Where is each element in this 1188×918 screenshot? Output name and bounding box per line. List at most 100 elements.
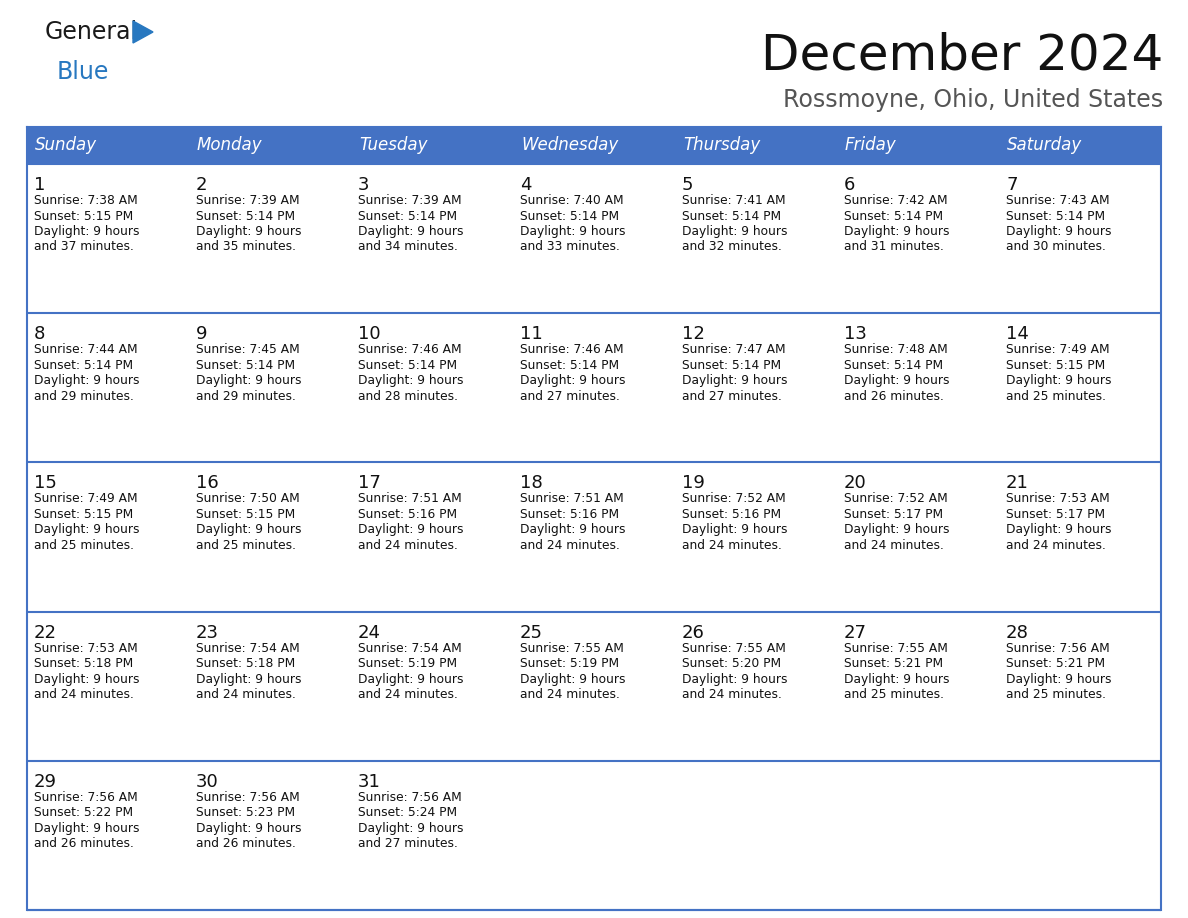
Text: and 29 minutes.: and 29 minutes. [196,390,296,403]
Text: Sunset: 5:20 PM: Sunset: 5:20 PM [682,657,782,670]
Text: and 25 minutes.: and 25 minutes. [843,688,944,701]
Text: Daylight: 9 hours: Daylight: 9 hours [843,673,949,686]
Bar [513,313,675,463]
Text: Daylight: 9 hours: Daylight: 9 hours [682,375,788,387]
Text: Daylight: 9 hours: Daylight: 9 hours [682,523,788,536]
Bar [189,761,350,910]
Text: and 24 minutes.: and 24 minutes. [34,688,134,701]
Text: Sunset: 5:21 PM: Sunset: 5:21 PM [1006,657,1105,670]
Bar [838,761,999,910]
Bar [27,313,189,463]
Text: and 24 minutes.: and 24 minutes. [520,539,620,552]
Bar [999,313,1161,463]
Bar [27,127,1161,164]
Text: Daylight: 9 hours: Daylight: 9 hours [34,375,139,387]
Text: and 30 minutes.: and 30 minutes. [1006,241,1106,253]
Text: 29: 29 [34,773,57,790]
Text: Daylight: 9 hours: Daylight: 9 hours [196,375,302,387]
Text: Sunset: 5:23 PM: Sunset: 5:23 PM [196,806,295,819]
Text: Sunrise: 7:54 AM: Sunrise: 7:54 AM [358,642,462,655]
Bar [999,463,1161,611]
Text: Sunrise: 7:42 AM: Sunrise: 7:42 AM [843,194,948,207]
Text: 6: 6 [843,176,855,194]
Text: Daylight: 9 hours: Daylight: 9 hours [196,822,302,834]
Text: 23: 23 [196,623,219,642]
Text: Sunset: 5:24 PM: Sunset: 5:24 PM [358,806,457,819]
Text: Daylight: 9 hours: Daylight: 9 hours [358,375,463,387]
Text: Daylight: 9 hours: Daylight: 9 hours [843,523,949,536]
Text: 17: 17 [358,475,381,492]
Text: Sunset: 5:14 PM: Sunset: 5:14 PM [520,209,619,222]
Text: Sunset: 5:14 PM: Sunset: 5:14 PM [34,359,133,372]
Text: Sunset: 5:14 PM: Sunset: 5:14 PM [843,359,943,372]
Text: Sunset: 5:18 PM: Sunset: 5:18 PM [34,657,133,670]
Polygon shape [133,21,153,43]
Text: and 28 minutes.: and 28 minutes. [358,390,459,403]
Bar [999,164,1161,313]
Text: and 37 minutes.: and 37 minutes. [34,241,134,253]
Text: Tuesday: Tuesday [359,137,428,154]
Text: Sunrise: 7:49 AM: Sunrise: 7:49 AM [34,492,138,506]
Text: and 35 minutes.: and 35 minutes. [196,241,296,253]
Text: Sunrise: 7:49 AM: Sunrise: 7:49 AM [1006,343,1110,356]
Text: 16: 16 [196,475,219,492]
Text: Sunrise: 7:55 AM: Sunrise: 7:55 AM [520,642,624,655]
Text: Sunset: 5:15 PM: Sunset: 5:15 PM [34,209,133,222]
Text: 25: 25 [520,623,543,642]
Text: and 29 minutes.: and 29 minutes. [34,390,134,403]
Text: Monday: Monday [197,137,263,154]
Text: Sunrise: 7:48 AM: Sunrise: 7:48 AM [843,343,948,356]
Text: Daylight: 9 hours: Daylight: 9 hours [34,225,139,238]
Text: Sunset: 5:14 PM: Sunset: 5:14 PM [520,359,619,372]
Text: and 34 minutes.: and 34 minutes. [358,241,457,253]
Text: Sunset: 5:14 PM: Sunset: 5:14 PM [196,209,295,222]
Text: Sunrise: 7:56 AM: Sunrise: 7:56 AM [34,790,138,804]
Bar [838,611,999,761]
Text: Sunset: 5:22 PM: Sunset: 5:22 PM [34,806,133,819]
Text: Sunrise: 7:55 AM: Sunrise: 7:55 AM [682,642,786,655]
Text: Sunset: 5:19 PM: Sunset: 5:19 PM [358,657,457,670]
Text: Sunset: 5:15 PM: Sunset: 5:15 PM [34,508,133,521]
Text: 26: 26 [682,623,704,642]
Bar [838,463,999,611]
Text: and 24 minutes.: and 24 minutes. [1006,539,1106,552]
Text: Sunset: 5:21 PM: Sunset: 5:21 PM [843,657,943,670]
Text: 2: 2 [196,176,208,194]
Text: 8: 8 [34,325,45,343]
Text: 31: 31 [358,773,381,790]
Text: and 24 minutes.: and 24 minutes. [520,688,620,701]
Text: and 27 minutes.: and 27 minutes. [682,390,782,403]
Text: Sunday: Sunday [34,137,97,154]
Text: 20: 20 [843,475,867,492]
Bar [999,611,1161,761]
Text: Sunrise: 7:51 AM: Sunrise: 7:51 AM [358,492,462,506]
Text: Sunrise: 7:51 AM: Sunrise: 7:51 AM [520,492,624,506]
Text: and 26 minutes.: and 26 minutes. [843,390,944,403]
Text: and 27 minutes.: and 27 minutes. [358,837,457,850]
Text: 21: 21 [1006,475,1029,492]
Text: Sunrise: 7:53 AM: Sunrise: 7:53 AM [34,642,138,655]
Text: General: General [45,20,138,44]
Text: Daylight: 9 hours: Daylight: 9 hours [843,375,949,387]
Text: Sunset: 5:14 PM: Sunset: 5:14 PM [358,209,457,222]
Text: Daylight: 9 hours: Daylight: 9 hours [1006,225,1112,238]
Text: Sunset: 5:17 PM: Sunset: 5:17 PM [843,508,943,521]
Text: Sunrise: 7:56 AM: Sunrise: 7:56 AM [196,790,299,804]
Text: Daylight: 9 hours: Daylight: 9 hours [520,673,626,686]
Text: 18: 18 [520,475,543,492]
Text: Daylight: 9 hours: Daylight: 9 hours [34,673,139,686]
Text: and 26 minutes.: and 26 minutes. [196,837,296,850]
Text: Sunrise: 7:56 AM: Sunrise: 7:56 AM [1006,642,1110,655]
Text: Sunrise: 7:52 AM: Sunrise: 7:52 AM [843,492,948,506]
Text: 28: 28 [1006,623,1029,642]
Text: and 33 minutes.: and 33 minutes. [520,241,620,253]
Text: Thursday: Thursday [683,137,760,154]
Text: Daylight: 9 hours: Daylight: 9 hours [196,225,302,238]
Text: Sunset: 5:15 PM: Sunset: 5:15 PM [1006,359,1105,372]
Bar [513,463,675,611]
Text: Daylight: 9 hours: Daylight: 9 hours [1006,375,1112,387]
Text: and 24 minutes.: and 24 minutes. [843,539,944,552]
Text: 13: 13 [843,325,867,343]
Text: Sunrise: 7:39 AM: Sunrise: 7:39 AM [358,194,462,207]
Text: December 2024: December 2024 [760,31,1163,79]
